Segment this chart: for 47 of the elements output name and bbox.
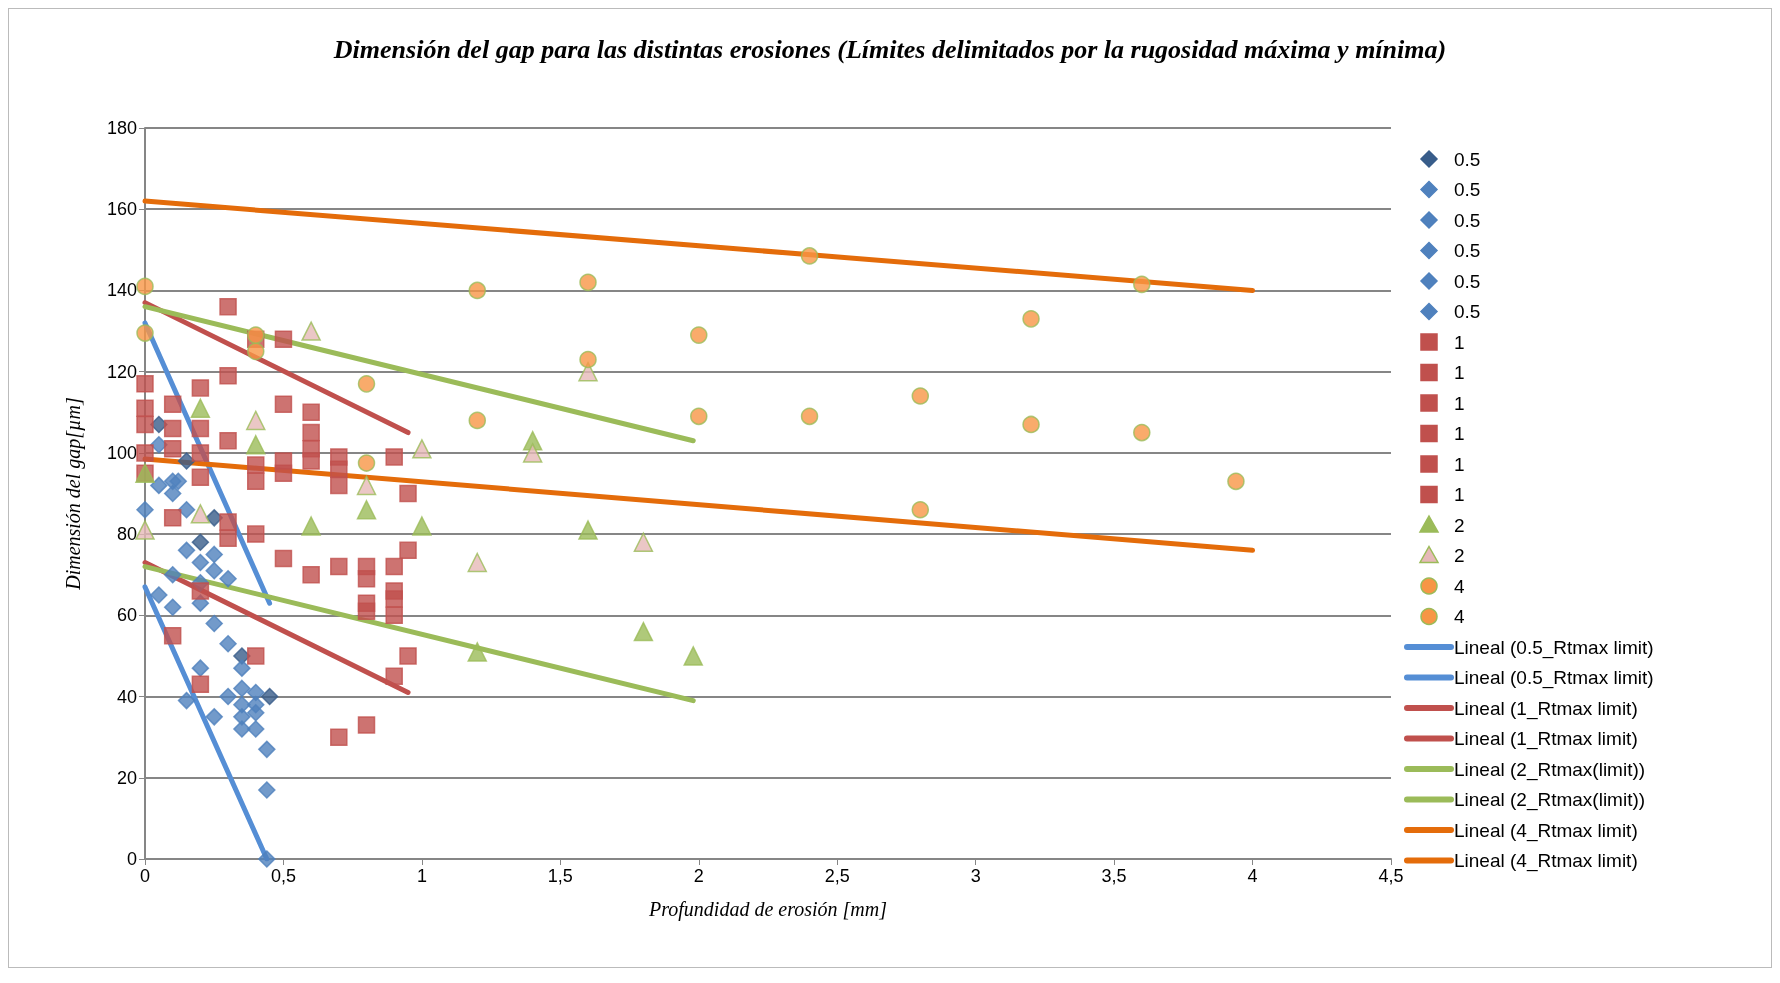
chart-title: Dimensión del gap para las distintas erosiones (Límites delimitados por la rugosidad máxima y mínima) bbox=[332, 34, 1447, 64]
legend-label: Lineal (2_Rtmax(limit)) bbox=[1454, 758, 1646, 781]
legend-label: 0.5 bbox=[1454, 179, 1481, 200]
legend-label: Lineal (2_Rtmax(limit)) bbox=[1454, 789, 1646, 811]
legend-label: 1 bbox=[1454, 362, 1465, 383]
y-tick-label: 140 bbox=[106, 280, 137, 301]
legend-label: Lineal (0.5_Rtmax limit) bbox=[1454, 636, 1654, 659]
legend-label: 1 bbox=[1454, 484, 1465, 505]
x-tick-label: 2 bbox=[693, 866, 704, 886]
y-tick-label: 40 bbox=[116, 686, 137, 707]
x-tick-label: 3,5 bbox=[1101, 866, 1127, 886]
y-tick-label: 60 bbox=[116, 605, 137, 626]
legend-label: Lineal (4_Rtmax limit) bbox=[1454, 819, 1638, 842]
legend-label: 0.5 bbox=[1454, 209, 1481, 231]
y-tick-label: 100 bbox=[106, 442, 137, 463]
y-tick-label: 20 bbox=[116, 767, 137, 788]
x-tick-label: 0,5 bbox=[270, 866, 296, 886]
x-axis-title: Profundidad de erosión [mm] bbox=[648, 898, 887, 921]
y-tick-label: 180 bbox=[106, 118, 137, 138]
x-tick-label: 1,5 bbox=[547, 866, 573, 886]
y-tick-label: 120 bbox=[106, 361, 137, 382]
legend-label: 1 bbox=[1454, 331, 1465, 353]
x-tick-label: 3 bbox=[970, 866, 981, 886]
x-tick-label: 0 bbox=[139, 866, 151, 886]
legend-label: Lineal (1_Rtmax limit) bbox=[1454, 728, 1638, 750]
x-tick-label: 4,5 bbox=[1378, 866, 1404, 886]
legend-label: 1 bbox=[1454, 453, 1465, 475]
y-axis-title: Dimensión del gap[µm] bbox=[62, 397, 85, 591]
x-tick-label: 1 bbox=[416, 866, 427, 886]
legend-label: 4 bbox=[1454, 606, 1465, 627]
legend-label: 0.5 bbox=[1454, 240, 1481, 261]
y-tick-label: 80 bbox=[116, 524, 137, 545]
legend-label: Lineal (1_Rtmax limit) bbox=[1454, 697, 1638, 720]
y-tick-label: 160 bbox=[106, 199, 137, 220]
legend-label: 4 bbox=[1454, 575, 1465, 597]
legend-label: 0.5 bbox=[1454, 270, 1481, 292]
legend-label: 0.5 bbox=[1454, 148, 1481, 170]
legend-label: Lineal (4_Rtmax limit) bbox=[1454, 850, 1638, 872]
legend-label: 1 bbox=[1454, 392, 1465, 414]
legend-label: 0.5 bbox=[1454, 301, 1481, 322]
legend-label: Lineal (0.5_Rtmax limit) bbox=[1454, 667, 1654, 689]
legend-label: 1 bbox=[1454, 423, 1465, 444]
legend-label: 2 bbox=[1454, 545, 1465, 566]
legend-label: 2 bbox=[1454, 514, 1465, 536]
y-tick-label: 0 bbox=[126, 849, 137, 869]
x-tick-label: 4 bbox=[1247, 866, 1258, 886]
x-tick-label: 2,5 bbox=[824, 866, 850, 886]
